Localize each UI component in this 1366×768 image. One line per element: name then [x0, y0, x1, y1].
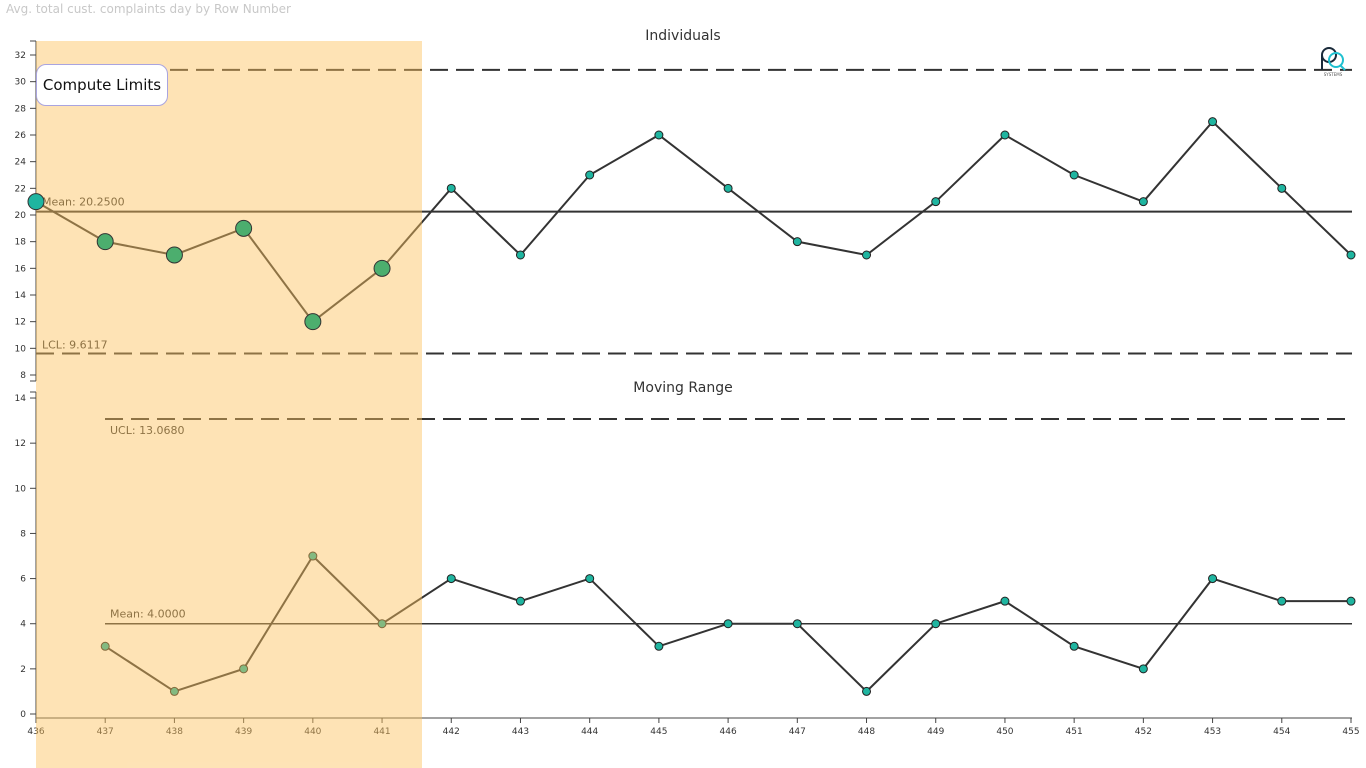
y-tick-label: 24	[15, 158, 27, 168]
x-tick-label: 449	[927, 727, 944, 737]
moving-range-point	[585, 574, 595, 584]
individuals-selected-point	[304, 313, 322, 331]
x-tick-label: 455	[1342, 727, 1359, 737]
moving-range-point	[169, 686, 179, 696]
individuals-point	[654, 130, 664, 140]
moving-range-point	[931, 619, 941, 629]
moving-range-point	[1000, 596, 1010, 606]
y-tick-label: 2	[20, 665, 26, 675]
y-tick-label: 30	[15, 78, 27, 88]
x-tick-label: 442	[443, 727, 460, 737]
x-tick-label: 451	[1066, 727, 1083, 737]
y-tick-label: 10	[15, 484, 27, 494]
y-tick-label: 28	[15, 104, 27, 114]
x-tick-label: 444	[581, 727, 598, 737]
moving-range-title: Moving Range	[633, 380, 732, 396]
moving-range-mean-label: Mean: 4.0000	[110, 608, 186, 621]
moving-range-point	[1277, 596, 1287, 606]
pq-systems-logo: SYSTEMS	[1316, 44, 1350, 78]
x-tick-label: 452	[1135, 727, 1152, 737]
x-tick-label: 447	[789, 727, 806, 737]
individuals-lcl-label: LCL: 9.6117	[42, 339, 108, 352]
y-tick-label: 16	[15, 264, 27, 274]
individuals-point	[515, 250, 525, 260]
moving-range-point	[515, 596, 525, 606]
x-tick-label: 445	[650, 727, 667, 737]
x-tick-label: 438	[166, 727, 183, 737]
x-tick-label: 443	[512, 727, 529, 737]
individuals-mean-label: Mean: 20.2500	[42, 196, 125, 209]
individuals-selected-point	[165, 246, 183, 264]
individuals-selected-point	[96, 233, 114, 251]
y-tick-label: 32	[15, 51, 26, 61]
y-tick-label: 6	[20, 575, 26, 585]
individuals-point	[1208, 117, 1218, 127]
compute-limits-button[interactable]: Compute Limits	[36, 64, 168, 106]
x-tick-label: 446	[720, 727, 737, 737]
moving-range-point	[654, 641, 664, 651]
individuals-selected-point	[235, 219, 253, 237]
individuals-point	[1138, 197, 1148, 207]
y-tick-label: 10	[15, 344, 27, 354]
individuals-point	[931, 197, 941, 207]
x-tick-label: 448	[858, 727, 875, 737]
x-tick-label: 440	[304, 727, 321, 737]
y-tick-label: 8	[20, 371, 26, 381]
moving-range-point	[308, 551, 318, 561]
y-tick-label: 14	[15, 394, 27, 404]
y-tick-label: 0	[20, 710, 26, 720]
x-tick-label: 454	[1273, 727, 1290, 737]
x-tick-label: 450	[996, 727, 1013, 737]
individuals-point	[1346, 250, 1356, 260]
x-tick-label: 453	[1204, 727, 1221, 737]
individuals-point	[862, 250, 872, 260]
moving-range-point	[1069, 641, 1079, 651]
y-tick-label: 14	[15, 291, 27, 301]
individuals-point	[585, 170, 595, 180]
y-tick-label: 12	[15, 318, 26, 328]
y-tick-label: 26	[15, 131, 27, 141]
y-tick-label: 22	[15, 184, 26, 194]
individuals-point	[723, 183, 733, 193]
moving-range-point	[792, 619, 802, 629]
x-tick-label: 436	[27, 727, 44, 737]
individuals-point	[1000, 130, 1010, 140]
x-tick-label: 437	[97, 727, 114, 737]
individuals-point	[1069, 170, 1079, 180]
individuals-point	[792, 237, 802, 247]
selection-highlight	[36, 41, 422, 768]
moving-range-point	[377, 619, 387, 629]
y-tick-label: 20	[15, 211, 27, 221]
moving-range-point	[1208, 574, 1218, 584]
moving-range-point	[862, 686, 872, 696]
y-tick-label: 18	[15, 238, 27, 248]
individuals-selected-point	[27, 193, 45, 211]
moving-range-point	[446, 574, 456, 584]
individuals-title: Individuals	[645, 28, 720, 44]
moving-range-point	[1138, 664, 1148, 674]
x-tick-label: 439	[235, 727, 252, 737]
moving-range-point	[723, 619, 733, 629]
moving-range-point	[100, 641, 110, 651]
y-tick-label: 8	[20, 529, 26, 539]
moving-range-point	[239, 664, 249, 674]
moving-range-point	[1346, 596, 1356, 606]
visual-title: Avg. total cust. complaints day by Row N…	[6, 2, 291, 16]
individuals-point	[1277, 183, 1287, 193]
svg-text:SYSTEMS: SYSTEMS	[1324, 72, 1343, 77]
y-tick-label: 12	[15, 439, 26, 449]
individuals-series-line	[35, 120, 1352, 324]
individuals-selected-point	[373, 259, 391, 277]
x-tick-label: 441	[373, 727, 390, 737]
moving-range-ucl-label: UCL: 13.0680	[110, 424, 185, 437]
y-tick-label: 4	[20, 620, 26, 630]
individuals-point	[446, 183, 456, 193]
